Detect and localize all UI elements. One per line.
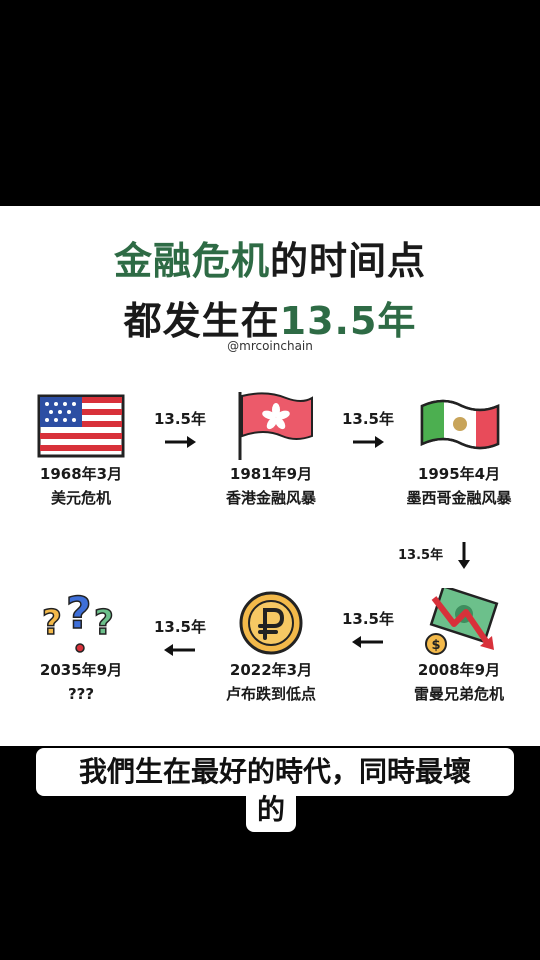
arrow-down-icon (458, 542, 470, 569)
node-event: ??? (67, 685, 95, 703)
author-handle: @mrcoinchain (227, 339, 313, 353)
timeline-node-1995: 1995年4月 墨西哥金融风暴 (384, 392, 534, 510)
title-green-part: 金融危机 (113, 239, 270, 283)
interval-arrow-3: 13.5年 (398, 540, 488, 570)
node-event: 香港金融风暴 (225, 489, 316, 507)
interval-label: 13.5年 (153, 618, 206, 636)
interval-label: 13.5年 (341, 610, 394, 628)
arrow-right-icon (165, 436, 196, 448)
title-black-part: 的时间点 (270, 239, 427, 283)
timeline-node-1981: 1981年9月 香港金融风暴 (196, 392, 346, 510)
node-date: 1995年4月 (417, 465, 501, 483)
node-date: 1968年3月 (39, 465, 123, 483)
timeline-node-2008: $ 2008年9月 雷曼兄弟危机 (384, 584, 534, 706)
mexico-flag-icon (414, 392, 504, 462)
timeline-node-2035: ? ? ? 2035年9月 ??? (6, 587, 156, 706)
interval-label: 13.5年 (153, 410, 206, 428)
interval-arrow-4: 13.5年 (328, 608, 408, 651)
interval-arrow-5: 13.5年 (140, 616, 220, 659)
infographic-card: 金融危机的时间点 都发生在13.5年 @mrcoinchain 1968 (0, 206, 540, 746)
svg-text:?: ? (42, 603, 62, 643)
svg-text:?: ? (94, 603, 114, 643)
title-line-2: 都发生在13.5年 (0, 290, 540, 345)
title-line-1: 金融危机的时间点 (0, 230, 540, 285)
timeline-node-1968: 1968年3月 美元危机 (6, 392, 156, 510)
subtitle-caption-line-2: 的 (246, 790, 296, 832)
svg-text:$: $ (431, 638, 440, 653)
ruble-coin-icon (226, 588, 316, 658)
arrow-right-icon (353, 436, 384, 448)
node-event: 墨西哥金融风暴 (406, 489, 512, 507)
question-marks-icon: ? ? ? (36, 587, 126, 658)
node-date: 1981年9月 (229, 465, 313, 483)
arrow-left-icon (164, 644, 195, 656)
title-green-part: 13.5年 (279, 299, 417, 343)
timeline-node-2022: 2022年3月 卢布跌到低点 (196, 588, 346, 706)
interval-label: 13.5年 (341, 410, 394, 428)
node-event: 卢布跌到低点 (225, 685, 316, 703)
arrow-left-icon (352, 636, 383, 648)
us-flag-icon (36, 392, 126, 462)
node-date: 2035年9月 (39, 661, 123, 679)
svg-text:?: ? (66, 588, 92, 639)
falling-money-chart-icon: $ (414, 584, 504, 658)
node-date: 2008年9月 (417, 661, 501, 679)
title-black-part: 都发生在 (123, 299, 280, 343)
interval-arrow-2: 13.5年 (328, 408, 408, 451)
hong-kong-flag-icon (226, 392, 316, 462)
subtitle-caption-line-1: 我們生在最好的時代，同時最壞 (36, 748, 514, 796)
interval-arrow-1: 13.5年 (140, 408, 220, 451)
interval-label: 13.5年 (398, 548, 444, 563)
node-event: 美元危机 (50, 489, 111, 507)
node-event: 雷曼兄弟危机 (413, 685, 504, 703)
node-date: 2022年3月 (229, 661, 313, 679)
